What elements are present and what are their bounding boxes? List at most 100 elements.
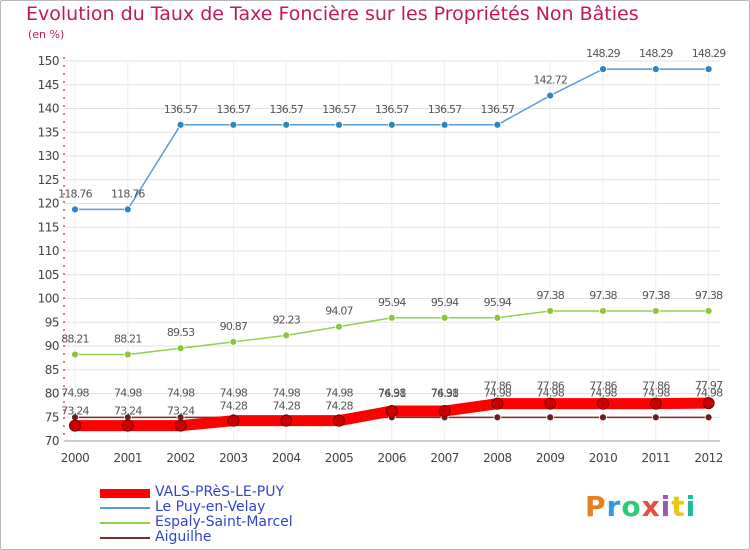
legend-swatch <box>100 507 150 509</box>
data-point <box>651 65 660 74</box>
data-label: 74.98 <box>695 386 723 399</box>
x-tick-label: 2012 <box>694 451 723 465</box>
y-tick-label: 120 <box>38 197 59 211</box>
x-tick-label: 2002 <box>166 451 195 465</box>
x-tick-label: 2011 <box>642 451 671 465</box>
data-point <box>227 414 240 427</box>
data-label: 77.86 <box>536 380 564 393</box>
data-label: 88.21 <box>114 333 142 346</box>
data-label: 74.98 <box>325 386 353 399</box>
data-point <box>651 413 660 422</box>
data-point <box>229 120 238 129</box>
y-tick-label: 140 <box>38 102 59 116</box>
data-label: 136.57 <box>269 103 303 116</box>
data-label: 74.98 <box>272 386 300 399</box>
data-label: 136.57 <box>164 103 198 116</box>
data-label: 77.86 <box>484 380 512 393</box>
data-label: 88.21 <box>61 333 89 346</box>
data-label: 89.53 <box>167 326 195 339</box>
data-point <box>597 397 609 410</box>
data-label: 77.86 <box>642 380 670 393</box>
data-point <box>335 322 343 331</box>
x-tick-label: 2000 <box>61 451 90 465</box>
data-label: 74.98 <box>61 386 89 399</box>
data-point <box>333 414 345 427</box>
data-label: 74.98 <box>167 386 195 399</box>
x-tick-label: 2009 <box>536 451 565 465</box>
data-point <box>282 120 291 129</box>
data-point <box>702 397 715 410</box>
y-tick-label: 110 <box>38 244 59 258</box>
data-label: 74.98 <box>220 386 248 399</box>
data-point <box>71 350 79 359</box>
data-label: 97.38 <box>589 289 617 302</box>
data-label: 74.28 <box>325 400 353 413</box>
data-point <box>649 397 662 410</box>
data-label: 76.31 <box>378 387 406 400</box>
data-point <box>704 307 713 315</box>
data-label: 90.87 <box>220 320 248 333</box>
y-tick-label: 145 <box>38 78 59 92</box>
y-tick-label: 100 <box>38 292 59 306</box>
data-point <box>69 419 81 432</box>
data-point <box>387 120 396 129</box>
data-label: 74.98 <box>484 386 512 399</box>
unit-label: (en %) <box>28 28 65 41</box>
data-point <box>546 91 555 100</box>
data-label: 74.98 <box>378 386 406 399</box>
y-tick-label: 150 <box>38 54 59 68</box>
data-point <box>544 397 557 410</box>
data-label: 92.23 <box>272 313 300 326</box>
data-label: 77.86 <box>589 380 617 393</box>
data-point <box>493 313 502 322</box>
data-point <box>599 413 607 422</box>
y-tick-label: 115 <box>38 220 59 234</box>
data-point <box>174 419 187 432</box>
x-tick-label: 2006 <box>378 451 407 465</box>
x-tick-label: 2010 <box>589 451 618 465</box>
data-point <box>282 331 291 340</box>
data-point <box>599 65 607 74</box>
proxiti-logo: Proxiti <box>585 490 697 523</box>
legend-label: Espaly-Saint-Marcel <box>155 514 293 530</box>
data-point <box>229 337 238 346</box>
chart-title: Evolution du Taux de Taxe Foncière sur l… <box>26 3 639 25</box>
data-label: 95.94 <box>431 296 459 309</box>
data-point <box>599 307 607 315</box>
data-point <box>440 120 449 129</box>
data-point <box>438 405 451 418</box>
data-label: 74.98 <box>431 386 459 399</box>
data-label: 94.07 <box>325 305 353 318</box>
data-label: 74.98 <box>536 386 564 399</box>
y-tick-label: 95 <box>45 315 59 329</box>
y-tick-label: 125 <box>38 173 59 187</box>
data-label: 118.76 <box>111 187 145 200</box>
data-label: 142.72 <box>533 74 567 87</box>
data-point <box>121 419 134 432</box>
y-tick-label: 130 <box>38 149 59 163</box>
data-label: 148.29 <box>586 47 620 60</box>
data-point <box>493 413 502 422</box>
y-tick-label: 70 <box>45 434 59 448</box>
data-label: 136.57 <box>481 103 515 116</box>
data-label: 76.31 <box>431 387 459 400</box>
data-label: 73.24 <box>167 405 195 418</box>
data-label: 73.24 <box>114 405 142 418</box>
legend-swatch <box>100 522 150 524</box>
data-point <box>280 414 293 427</box>
data-point <box>704 413 713 422</box>
data-point <box>491 397 504 410</box>
data-label: 74.28 <box>220 400 248 413</box>
data-label: 136.57 <box>428 103 462 116</box>
y-tick-label: 85 <box>45 363 59 377</box>
data-point <box>71 205 79 214</box>
data-point <box>546 413 555 422</box>
data-label: 95.94 <box>378 296 406 309</box>
data-point <box>123 205 132 214</box>
data-label: 136.57 <box>322 103 356 116</box>
data-label: 74.98 <box>589 386 617 399</box>
data-point <box>651 307 660 315</box>
data-label: 97.38 <box>536 289 564 302</box>
data-label: 136.57 <box>217 103 251 116</box>
